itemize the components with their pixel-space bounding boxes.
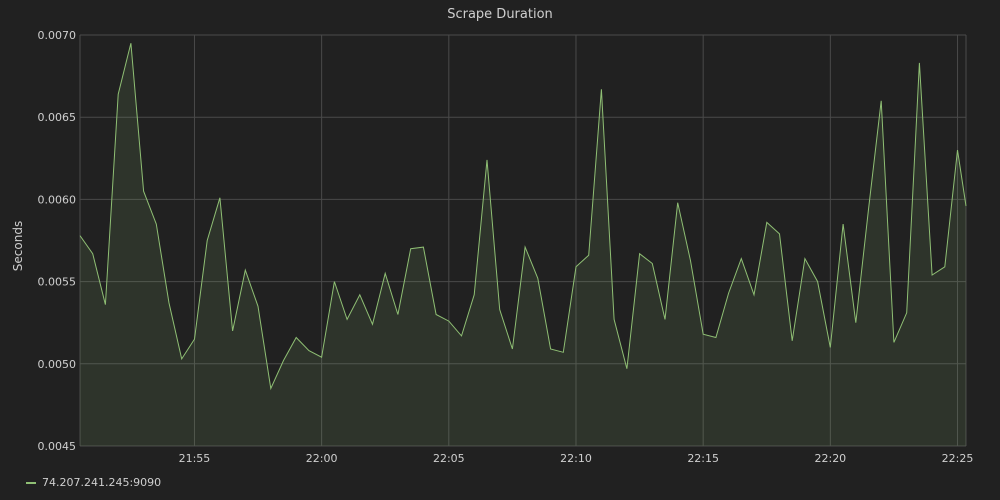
- legend-swatch: [26, 481, 36, 484]
- data-point: [741, 258, 743, 260]
- data-point: [372, 324, 374, 326]
- data-point: [550, 348, 552, 350]
- data-point: [105, 304, 107, 306]
- x-tick-label: 22:05: [433, 452, 465, 465]
- data-point: [359, 294, 361, 296]
- data-point: [156, 223, 158, 225]
- data-point: [92, 253, 94, 255]
- data-point: [130, 42, 132, 44]
- data-point: [346, 319, 348, 321]
- data-point: [181, 358, 183, 360]
- data-point: [804, 258, 806, 260]
- series-line[interactable]: [79, 43, 967, 391]
- data-point: [232, 330, 234, 332]
- series-group: [79, 42, 967, 446]
- data-point: [473, 294, 475, 296]
- y-axis-label: Seconds: [11, 221, 25, 271]
- data-point: [868, 209, 870, 211]
- data-point: [563, 352, 565, 354]
- data-point: [613, 319, 615, 321]
- data-point: [575, 266, 577, 268]
- x-tick-label: 21:55: [179, 452, 211, 465]
- data-point: [702, 333, 704, 335]
- data-point: [944, 266, 946, 268]
- data-point: [143, 190, 145, 192]
- data-point: [79, 235, 81, 237]
- data-point: [219, 197, 221, 199]
- data-point: [601, 89, 603, 91]
- data-point: [334, 281, 336, 283]
- data-point: [194, 338, 196, 340]
- data-point: [728, 292, 730, 294]
- data-point: [295, 337, 297, 339]
- data-point: [168, 302, 170, 304]
- y-tick-labels: 0.0045 0.0050 0.0055 0.0060 0.0065 0.0070: [38, 29, 77, 453]
- x-tick-label: 22:00: [306, 452, 338, 465]
- data-point: [461, 335, 463, 337]
- data-point: [842, 223, 844, 225]
- data-point: [931, 274, 933, 276]
- x-tick-label: 22:10: [560, 452, 592, 465]
- data-point: [957, 149, 959, 151]
- data-point: [486, 159, 488, 161]
- data-point: [766, 222, 768, 224]
- data-point: [893, 342, 895, 344]
- data-point: [423, 246, 425, 248]
- data-point: [206, 240, 208, 242]
- data-point: [791, 340, 793, 342]
- legend-label: 74.207.241.245:9090: [42, 476, 162, 489]
- y-tick-label: 0.0070: [38, 29, 77, 42]
- data-point: [384, 273, 386, 275]
- data-point: [715, 337, 717, 339]
- x-tick-labels: 21:55 22:00 22:05 22:10 22:15 22:20 22:25: [179, 452, 974, 465]
- data-point: [919, 62, 921, 64]
- data-point: [499, 309, 501, 311]
- data-point: [906, 312, 908, 314]
- data-point: [588, 255, 590, 257]
- data-point: [830, 347, 832, 349]
- x-tick-label: 22:15: [687, 452, 719, 465]
- y-tick-label: 0.0055: [38, 276, 77, 289]
- data-point: [245, 269, 247, 271]
- data-point: [410, 248, 412, 250]
- data-point: [308, 350, 310, 352]
- x-tick-label: 22:25: [942, 452, 974, 465]
- data-point: [524, 246, 526, 248]
- legend[interactable]: 74.207.241.245:9090: [26, 476, 161, 489]
- data-point: [512, 348, 514, 350]
- data-point: [257, 306, 259, 308]
- data-point: [537, 278, 539, 280]
- y-tick-label: 0.0065: [38, 111, 77, 124]
- data-point: [677, 202, 679, 204]
- data-point: [652, 263, 654, 265]
- data-point: [626, 368, 628, 370]
- data-point: [880, 100, 882, 102]
- data-point: [817, 281, 819, 283]
- chart-title: Scrape Duration: [447, 7, 553, 22]
- data-point: [664, 319, 666, 321]
- x-tick-label: 22:20: [814, 452, 846, 465]
- data-point: [965, 205, 967, 207]
- y-tick-label: 0.0050: [38, 358, 77, 371]
- data-point: [753, 294, 755, 296]
- data-point: [690, 259, 692, 261]
- series-area: [80, 43, 966, 446]
- data-point: [321, 356, 323, 358]
- y-tick-label: 0.0045: [38, 440, 77, 453]
- data-point: [448, 320, 450, 322]
- data-point: [779, 233, 781, 235]
- y-tick-label: 0.0060: [38, 193, 77, 206]
- data-point: [283, 360, 285, 362]
- data-point: [435, 314, 437, 316]
- data-point: [270, 388, 272, 390]
- data-point: [117, 93, 119, 95]
- data-point: [855, 322, 857, 324]
- data-point: [397, 314, 399, 316]
- data-point: [639, 253, 641, 255]
